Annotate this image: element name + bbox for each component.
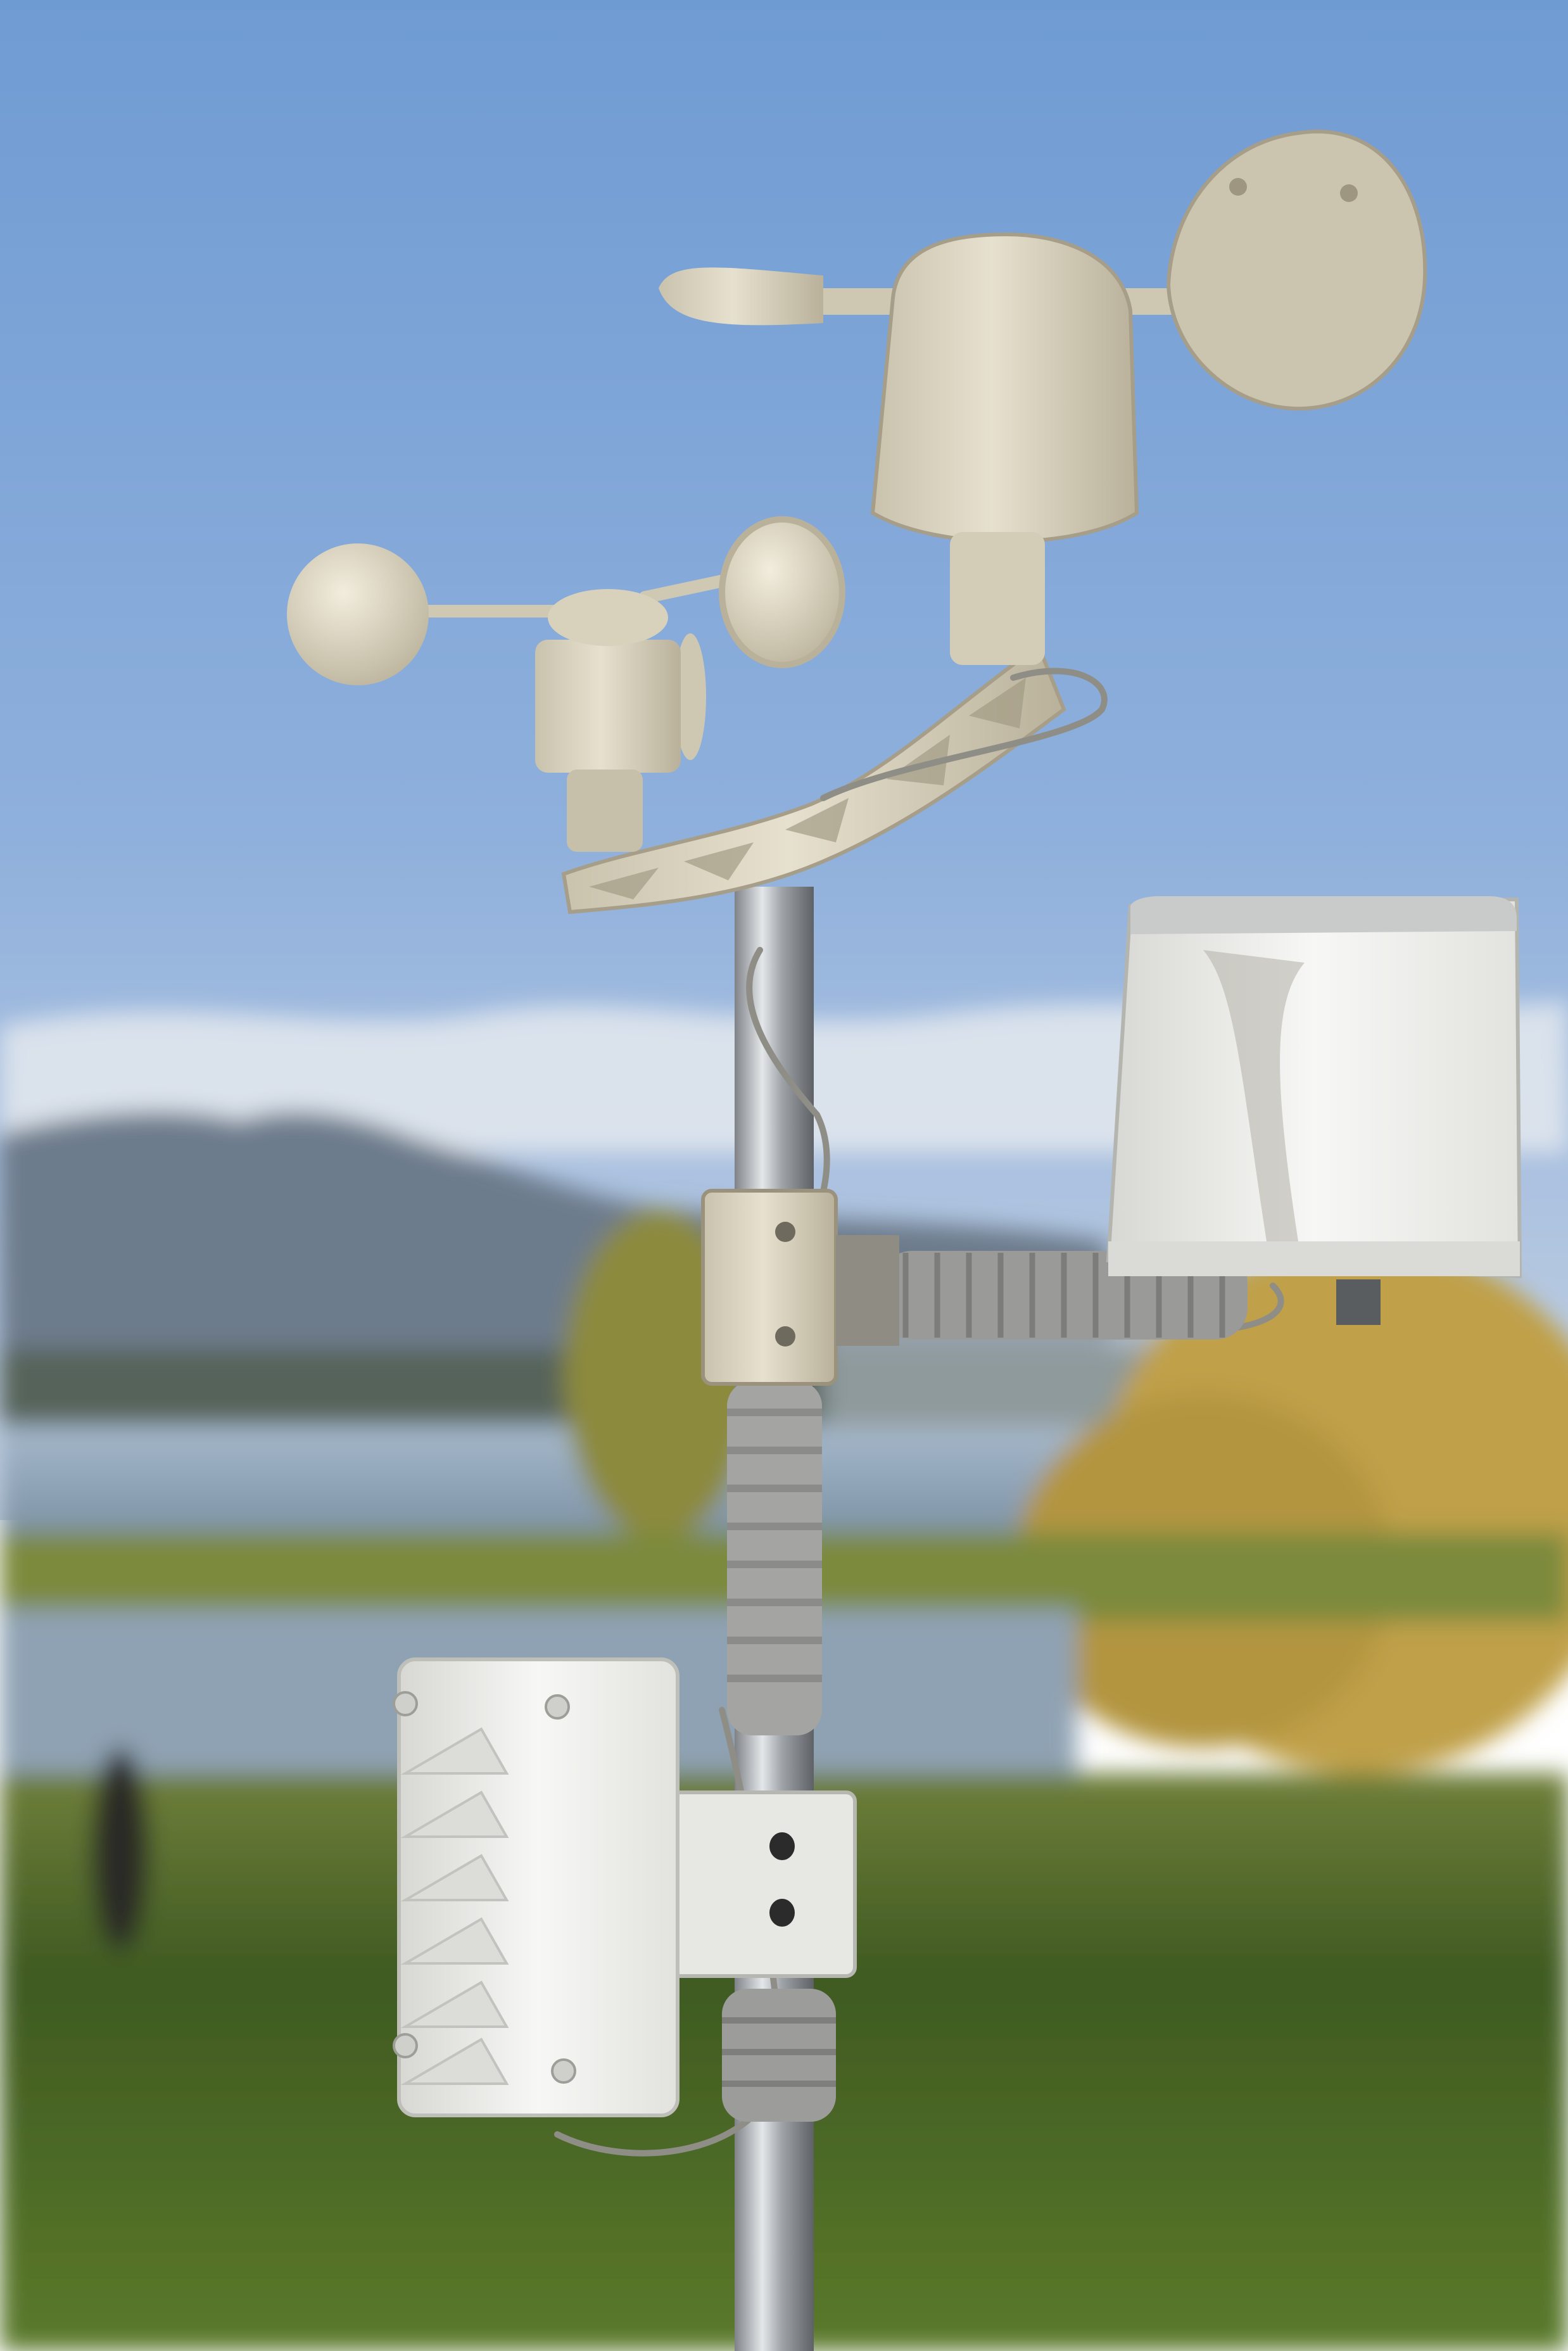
- rain-gauge-top: [1130, 896, 1517, 934]
- support-arm: [561, 643, 1066, 915]
- enclosure-screw-br: [551, 2058, 576, 2084]
- rain-gauge: [1106, 896, 1522, 1325]
- enclosure-screw-tl: [393, 1691, 418, 1716]
- enclosure-screw-bl: [393, 2033, 418, 2058]
- anemometer-arm-left: [405, 605, 570, 618]
- sensor-bracket: [669, 1790, 857, 1978]
- enclosure-screw-tr: [545, 1694, 570, 1720]
- sensor-enclosure: [393, 1657, 680, 2117]
- rain-gauge-connector: [1336, 1279, 1381, 1325]
- rain-gauge-shadow: [1203, 950, 1305, 1241]
- cable-coil: [722, 1381, 836, 2122]
- sensor-mount: [669, 1790, 857, 1978]
- anemometer-arm-right: [639, 572, 740, 604]
- wind-vane-screw-b: [1340, 184, 1358, 202]
- wind-vane: [659, 129, 1427, 665]
- walking-person: [92, 1748, 149, 1951]
- wind-vane-screw-a: [1229, 178, 1247, 196]
- anemometer-cap: [548, 589, 668, 646]
- rain-gauge-body: [1106, 897, 1522, 1279]
- anemometer-cup-back: [674, 633, 706, 760]
- clamp-bracket: [836, 1235, 899, 1346]
- wind-vane-housing: [870, 232, 1139, 543]
- wind-vane-neck: [950, 532, 1045, 665]
- enclosure-louvers: [400, 1727, 509, 2085]
- anemometer-cup-right: [719, 516, 845, 668]
- anemometer-hub: [535, 640, 681, 773]
- keyhole-bottom: [769, 1899, 795, 1927]
- anemometer-cup-left: [287, 543, 429, 685]
- clamp-screw-bottom: [775, 1326, 795, 1347]
- pole-clamp: [701, 1189, 838, 1386]
- anemometer: [287, 516, 845, 852]
- clamp-screw-top: [775, 1222, 795, 1242]
- wind-vane-tail: [1166, 129, 1427, 411]
- anemometer-neck: [567, 770, 643, 852]
- wind-vane-nose: [659, 267, 823, 326]
- rain-gauge-base: [1108, 1241, 1520, 1276]
- keyhole-top: [769, 1832, 795, 1860]
